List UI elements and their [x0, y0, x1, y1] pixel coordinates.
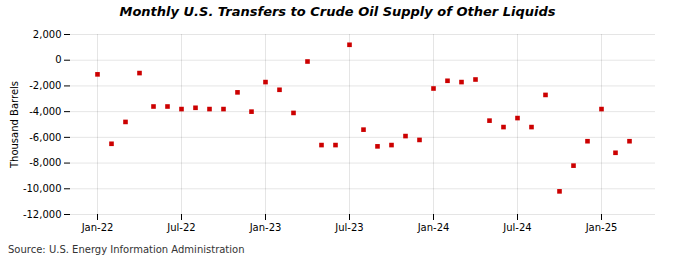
svg-text:Thousand Barrels: Thousand Barrels — [9, 81, 20, 169]
svg-text:Jan-23: Jan-23 — [249, 222, 282, 233]
svg-text:Jul-23: Jul-23 — [334, 222, 363, 233]
html-text:Source: U.S. Energy Informatio: Source: U.S. Energy Information Administ… — [8, 244, 245, 255]
svg-text:Jan-22: Jan-22 — [81, 222, 114, 233]
svg-text:Jul-24: Jul-24 — [502, 222, 531, 233]
svg-text:0: 0 — [55, 54, 61, 65]
svg-text:Jul-22: Jul-22 — [166, 222, 195, 233]
svg-text:-10,000: -10,000 — [23, 183, 62, 194]
html-text:Monthly U.S. Transfers to Crud: Monthly U.S. Transfers to Crude Oil Supp… — [119, 4, 556, 19]
svg-text:-2,000: -2,000 — [29, 80, 61, 91]
svg-text:Jan-24: Jan-24 — [417, 222, 450, 233]
svg-text:-4,000: -4,000 — [29, 106, 61, 117]
svg-text:Jan-25: Jan-25 — [585, 222, 618, 233]
svg-text:2,000: 2,000 — [33, 29, 62, 40]
svg-text:-6,000: -6,000 — [29, 132, 61, 143]
svg-text:-8,000: -8,000 — [29, 157, 61, 168]
svg-text:-12,000: -12,000 — [23, 209, 62, 220]
